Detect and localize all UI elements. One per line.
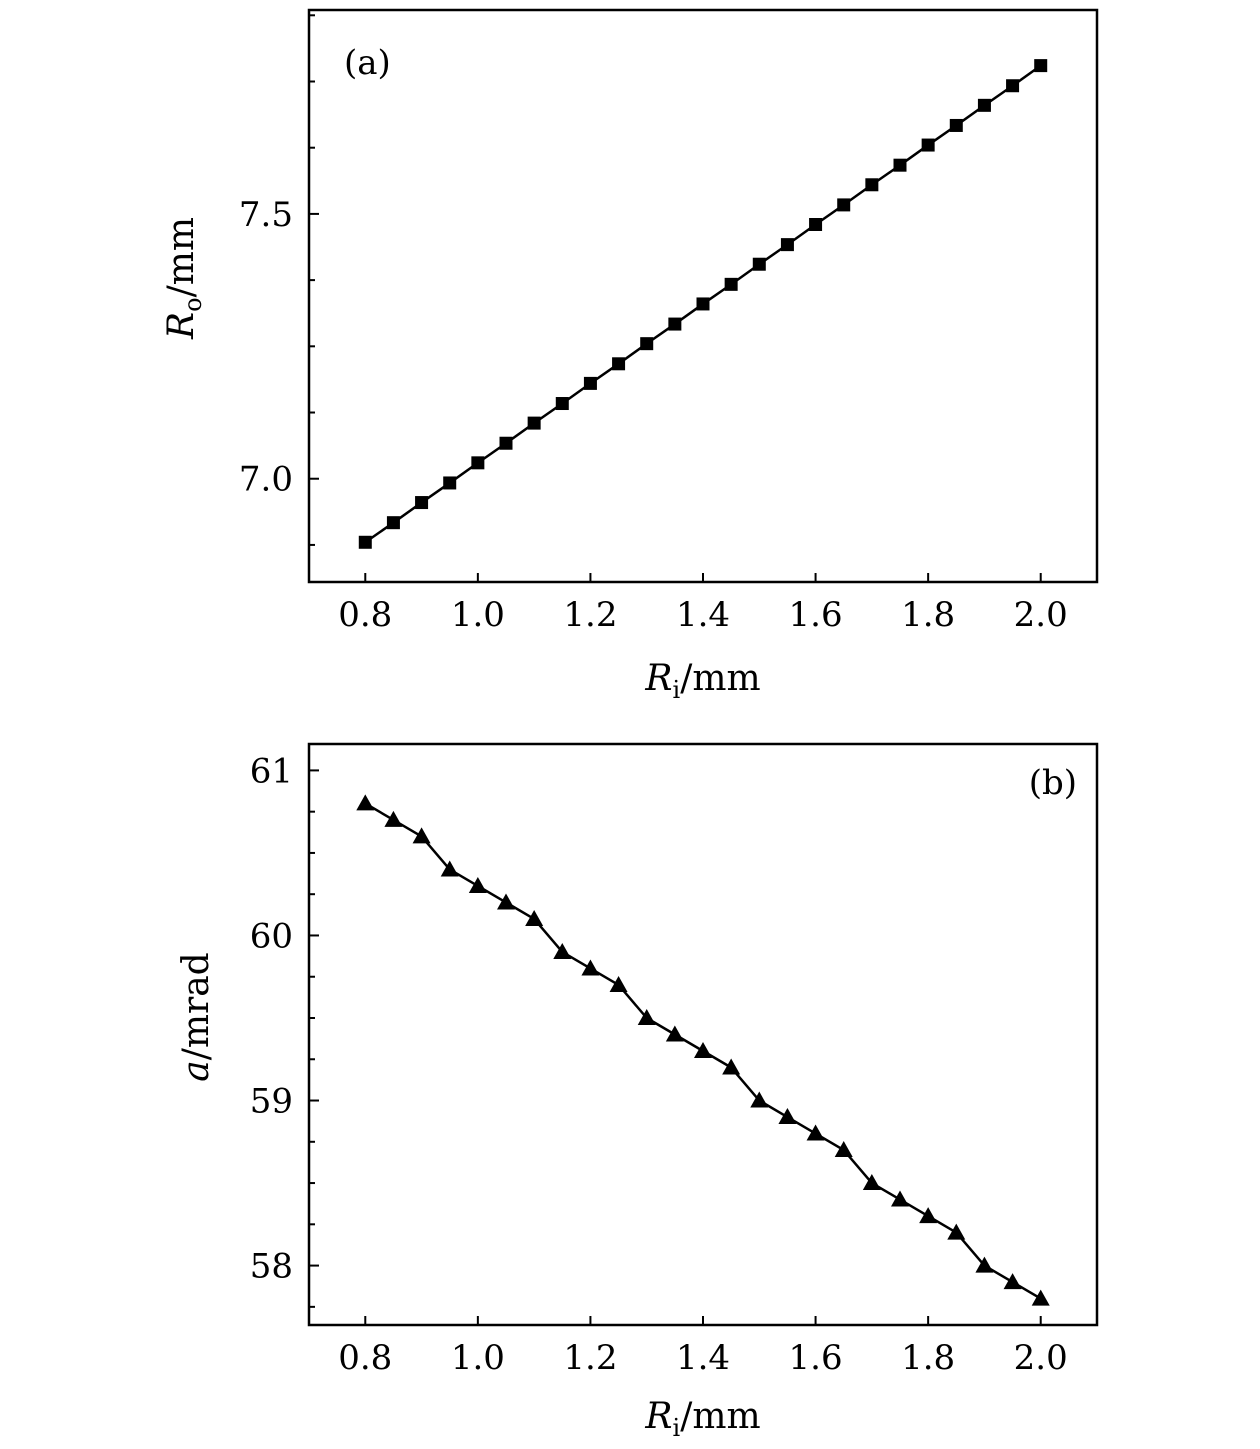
panel-label: (a)	[344, 43, 391, 83]
x-tick-label: 1.8	[901, 1338, 955, 1378]
x-tick-label: 1.4	[676, 1338, 730, 1378]
data-point	[809, 218, 823, 231]
data-point	[386, 516, 400, 530]
data-point	[837, 198, 851, 212]
x-tick-label: 1.0	[451, 595, 505, 635]
data-point	[921, 138, 935, 152]
data-point	[415, 496, 429, 510]
panel-b: 0.8 1.0 1.2 1.4 1.6 1.8 2.0 58 59 60 61 (b) Ri/mm a/m…	[176, 742, 1099, 1442]
x-tick-label: 2.0	[1014, 1338, 1068, 1378]
data-point	[525, 909, 544, 926]
data-point	[1034, 59, 1048, 73]
y-tick-label: 7.0	[239, 460, 293, 500]
data-point	[724, 277, 738, 291]
x-tick-label: 1.8	[901, 595, 955, 635]
y-tick-label: 7.5	[239, 195, 293, 235]
x-tick-label: 1.6	[789, 595, 843, 635]
y-tick-label: 60	[250, 916, 293, 956]
data-point	[722, 1058, 741, 1075]
y-axis-title: Ro/mm	[161, 217, 207, 340]
data-point	[497, 893, 515, 910]
data-point	[750, 1091, 769, 1108]
data-point	[780, 238, 794, 252]
data-point	[443, 476, 457, 490]
data-point	[977, 98, 991, 112]
data-point	[412, 827, 431, 844]
x-tick-label: 1.4	[676, 595, 730, 635]
data-point	[499, 436, 513, 450]
data-point	[975, 1256, 994, 1273]
x-tick-label: 2.0	[1014, 595, 1068, 635]
data-point	[834, 1141, 853, 1158]
data-point	[694, 1042, 712, 1059]
x-axis-title: Ri/mm	[644, 1396, 760, 1442]
data-point	[947, 1223, 966, 1240]
x-tick-label: 1.2	[563, 595, 617, 635]
y-tick-label: 58	[250, 1247, 293, 1287]
y-axis-title: a/mrad	[176, 952, 217, 1081]
data-point	[553, 942, 572, 959]
data-point	[668, 317, 682, 331]
data-point	[356, 794, 375, 811]
x-tick-label: 0.8	[338, 595, 392, 635]
data-point	[581, 959, 600, 976]
data-point	[1031, 1289, 1050, 1306]
data-point	[893, 158, 907, 172]
y-tick-label: 59	[250, 1082, 293, 1122]
data-point	[640, 337, 654, 351]
data-point	[778, 1108, 797, 1125]
x-axis-title: Ri/mm	[644, 658, 760, 704]
data-point	[527, 416, 541, 430]
data-point	[1006, 79, 1020, 93]
panel-a: 0.8 1.0 1.2 1.4 1.6 1.8 2.0 7.0 7.5 (a) Ri/mm Ro/mm	[161, 8, 1099, 704]
data-point	[612, 357, 626, 371]
data-point	[358, 535, 372, 549]
data-point	[440, 860, 459, 877]
data-point	[865, 178, 879, 192]
data-point	[891, 1190, 909, 1207]
data-point	[919, 1207, 938, 1224]
data-point	[1003, 1273, 1022, 1290]
y-tick-label: 61	[250, 751, 293, 791]
x-tick-label: 1.2	[563, 1338, 617, 1378]
x-tick-label: 0.8	[338, 1338, 392, 1378]
data-point	[862, 1174, 881, 1191]
data-point	[637, 1008, 656, 1025]
panel-label: (b)	[1029, 763, 1077, 803]
data-point	[555, 397, 569, 411]
data-point	[696, 297, 710, 311]
plot-frame	[307, 742, 1099, 1327]
data-point	[665, 1025, 684, 1042]
data-point	[609, 975, 628, 992]
data-point	[806, 1124, 825, 1141]
data-point	[471, 456, 485, 470]
data-point	[752, 257, 766, 271]
x-tick-label: 1.0	[451, 1338, 505, 1378]
data-point	[949, 118, 963, 132]
x-tick-label: 1.6	[789, 1338, 843, 1378]
data-point	[583, 376, 597, 390]
data-point	[468, 876, 487, 893]
data-point	[384, 810, 403, 827]
